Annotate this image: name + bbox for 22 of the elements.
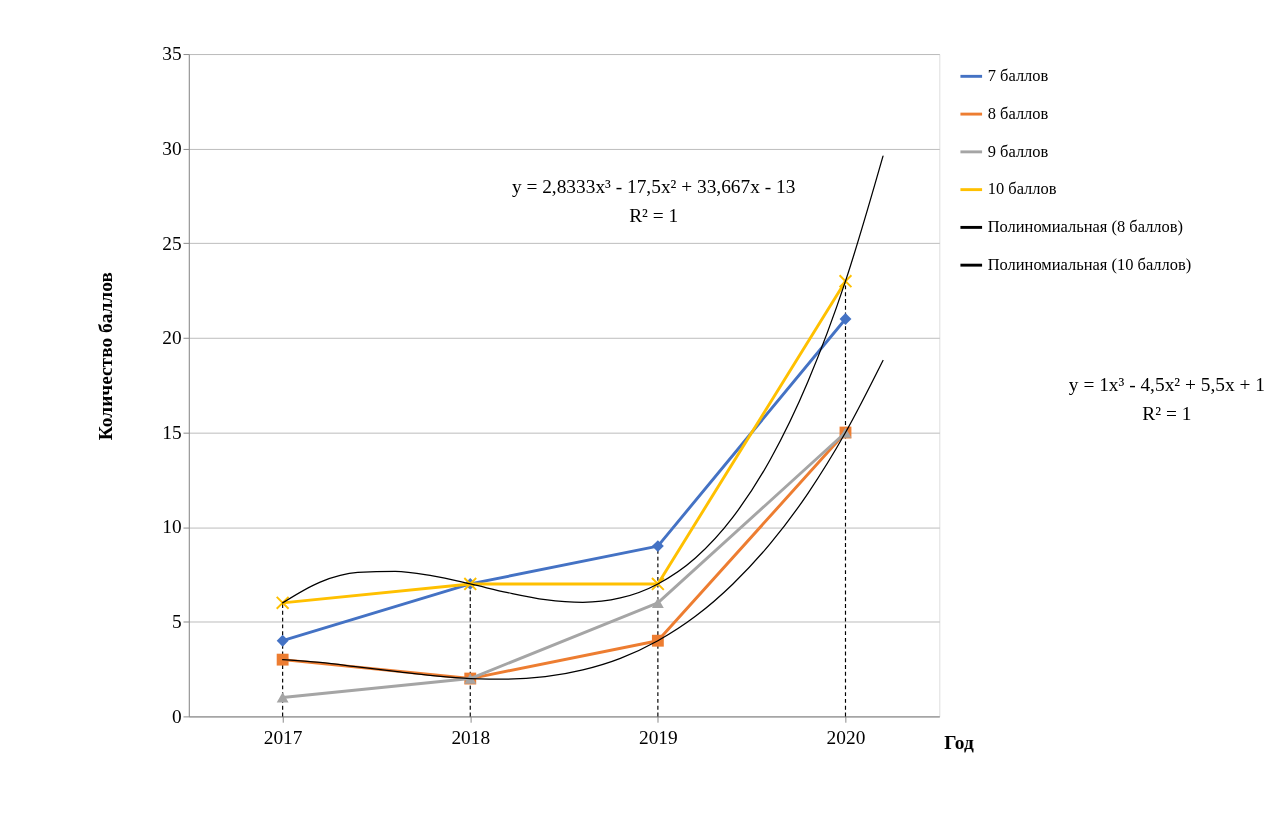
legend-label: Полиномиальная (8 баллов)	[987, 217, 1184, 237]
y-tick-label: 10	[162, 516, 182, 538]
legend-label: 9 баллов	[987, 141, 1049, 161]
x-tick-label: 2017	[263, 727, 303, 749]
text: y = 1x³ - 4,5x² + 5,5x + 1 R² = 1	[1068, 374, 1265, 425]
y-tick-label: 35	[162, 43, 182, 65]
y-tick-label: 20	[162, 327, 182, 349]
y-tick-label: 30	[162, 137, 182, 159]
y-tick-label: 15	[162, 421, 182, 443]
x-tick-label: 2020	[826, 727, 866, 749]
y-tick-label: 0	[171, 705, 182, 727]
legend-label: 8 баллов	[987, 103, 1049, 123]
x-axis-title: Год	[944, 732, 974, 754]
y-tick-label: 5	[171, 611, 182, 633]
y-tick-label: 25	[162, 232, 182, 254]
x-tick-label: 2019	[639, 727, 678, 749]
annotation: y = 2,8333x³ - 17,5x² + 33,667x - 13 R² = 1	[511, 175, 796, 226]
x-tick-label: 2018	[451, 727, 491, 749]
legend-label: 10 баллов	[987, 179, 1057, 199]
legend-label: 7 баллов	[987, 66, 1049, 86]
legend-label: Полиномиальная (10 баллов)	[987, 255, 1192, 274]
y-axis-title: Количество баллов	[95, 272, 117, 441]
